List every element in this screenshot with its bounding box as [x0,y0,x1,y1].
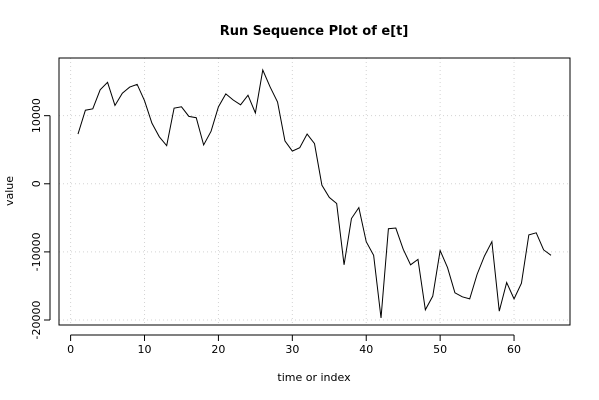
x-tick-label: 40 [359,343,373,356]
chart-title: Run Sequence Plot of e[t] [220,24,409,39]
x-tick-label: 20 [211,343,225,356]
x-tick-label: 0 [67,343,74,356]
y-axis: -20000 -10000 0 10000 [30,98,51,340]
y-tick-label: 0 [30,180,43,187]
x-axis: 0 10 20 30 40 50 60 [67,334,521,356]
plot-frame [58,57,571,326]
y-tick-label: -10000 [30,232,43,271]
x-tick-label: 60 [507,343,521,356]
y-axis-label: value [3,176,16,206]
x-tick-label: 10 [138,343,152,356]
x-tick-label: 50 [433,343,447,356]
series-layer [77,68,552,319]
grid-layer [59,58,570,325]
x-axis-label: time or index [277,371,351,384]
x-tick-label: 30 [285,343,299,356]
series-line [77,68,552,319]
y-tick-label: -20000 [30,301,43,340]
y-tick-label: 10000 [30,98,43,133]
